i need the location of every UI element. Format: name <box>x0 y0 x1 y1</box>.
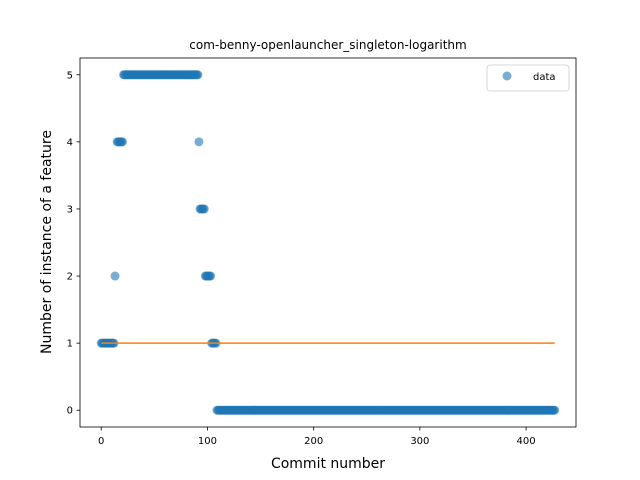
x-tick-label: 400 <box>517 436 536 447</box>
axes-frame <box>79 57 577 428</box>
x-tick-label: 100 <box>198 436 217 447</box>
x-axis-label: Commit number <box>271 456 385 472</box>
legend-marker-data <box>502 71 512 81</box>
legend-box <box>486 64 570 92</box>
axis-ticks: 0 100 200 300 400 0 1 2 3 4 5 <box>67 70 536 447</box>
data-point <box>550 405 560 415</box>
x-tick-label: 200 <box>304 436 323 447</box>
data-point <box>117 137 127 147</box>
data-point <box>193 70 203 80</box>
data-point <box>199 204 209 214</box>
y-tick-label: 4 <box>67 137 73 148</box>
data-point <box>194 137 204 147</box>
y-tick-label: 3 <box>67 204 73 215</box>
plot-area <box>96 70 560 415</box>
y-tick-label: 2 <box>67 272 73 283</box>
y-axis-label: Number of instance of a feature <box>39 130 55 354</box>
y-tick-label: 0 <box>67 406 73 417</box>
legend: data <box>486 64 570 92</box>
y-tick-label: 1 <box>67 339 73 350</box>
chart-title: com-benny-openlauncher_singleton-logarit… <box>189 38 466 52</box>
data-point <box>206 271 216 281</box>
x-tick-label: 300 <box>410 436 429 447</box>
data-point <box>110 271 120 281</box>
y-tick-label: 5 <box>67 70 73 81</box>
x-tick-label: 0 <box>98 436 104 447</box>
legend-label-data: data <box>533 72 556 83</box>
